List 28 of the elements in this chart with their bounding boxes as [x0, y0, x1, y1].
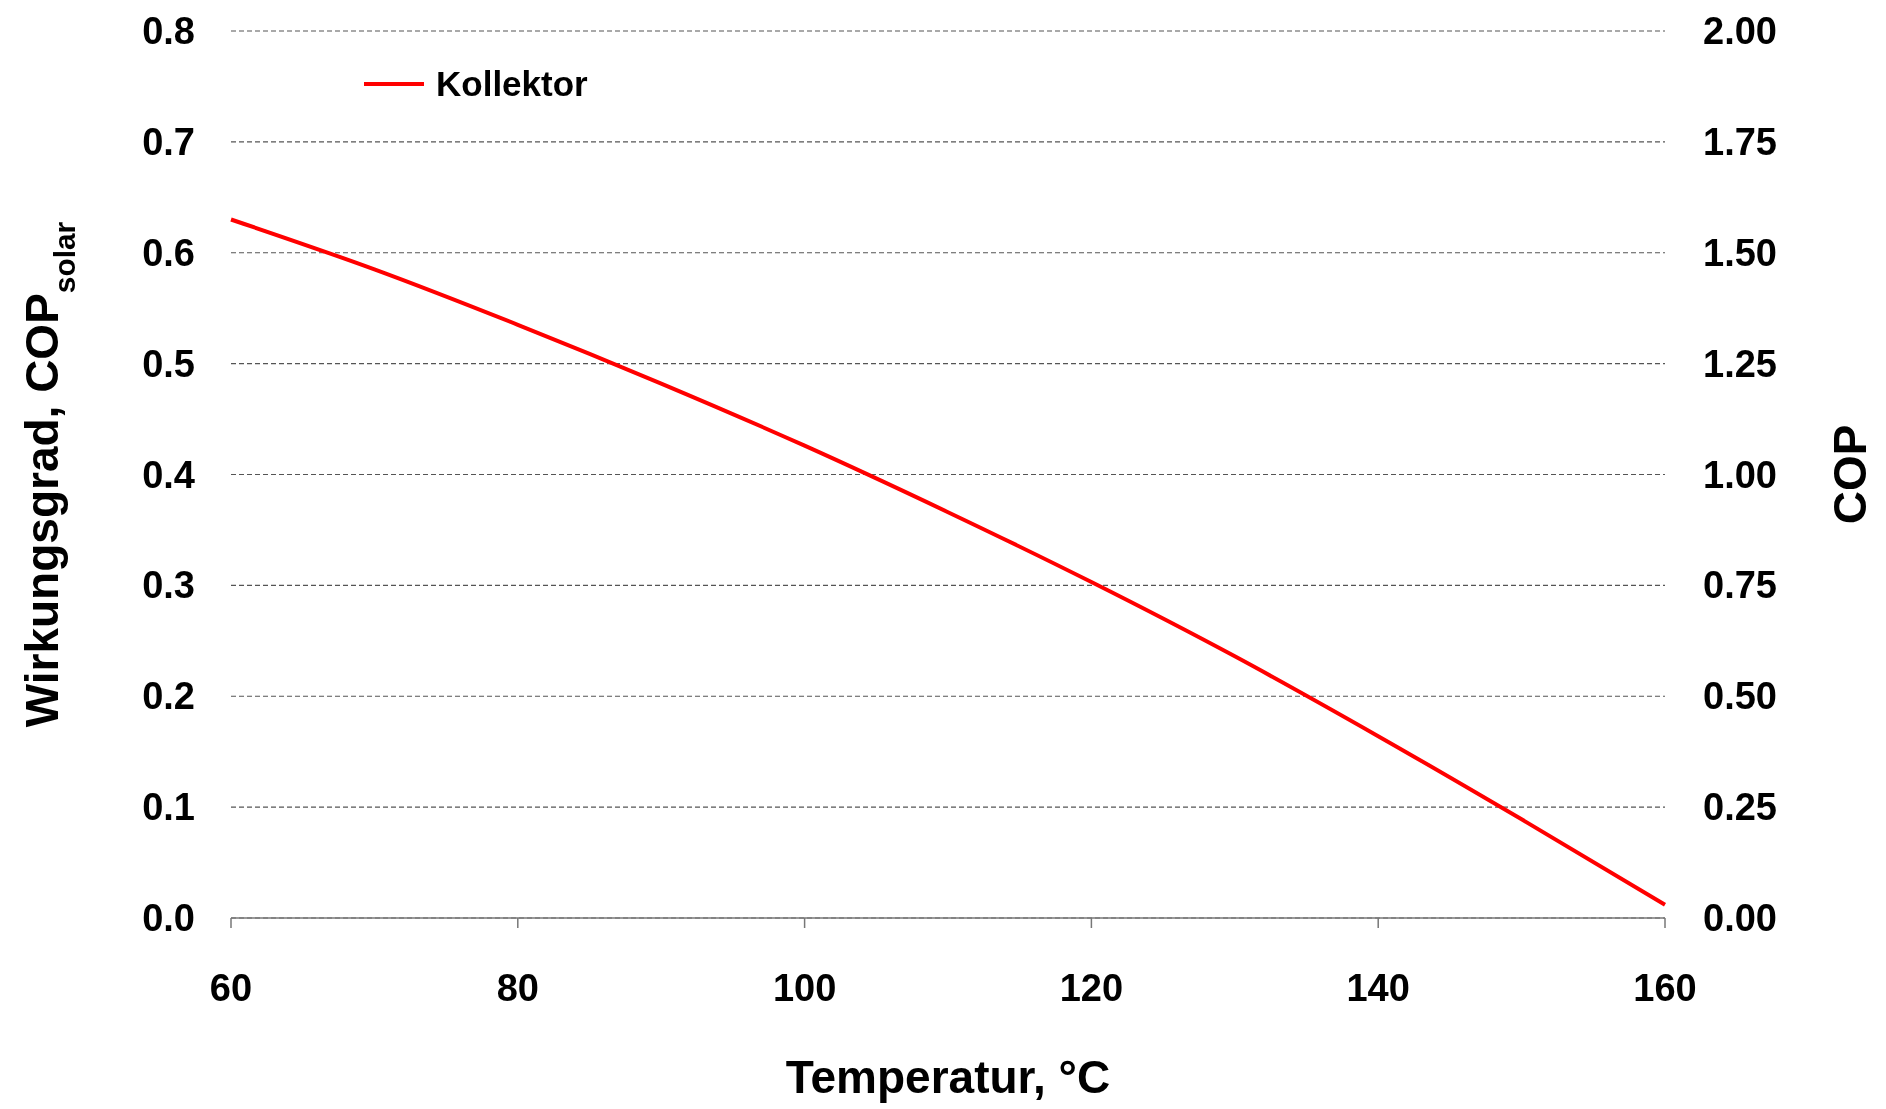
- y-tick-label: 0.4: [142, 453, 195, 496]
- x-tick-label: 100: [772, 967, 837, 1009]
- line-series: [229, 217, 1667, 907]
- y-tick-label: 0.7: [142, 120, 195, 163]
- y-tick-label: 0.8: [142, 10, 195, 52]
- y2-axis-title: COP: [1824, 424, 1876, 525]
- x-tick-label: 60: [209, 967, 253, 1009]
- y-tick-label: 0.0: [142, 897, 195, 939]
- y2-tick-label: 1.25: [1703, 342, 1777, 385]
- x-tick-label: 160: [1633, 967, 1697, 1009]
- y2-tick-label: 1.75: [1703, 120, 1777, 163]
- x-tick-label: 140: [1346, 967, 1410, 1009]
- y2-tick-label: 0.00: [1703, 897, 1777, 939]
- y-tick-label: 0.3: [142, 564, 195, 607]
- legend-label: Kollektor: [436, 64, 589, 103]
- y2-tick-label: 0.75: [1703, 564, 1777, 607]
- x-axis-title: Temperatur, °C: [785, 1051, 1111, 1103]
- y2-tick-label: 1.50: [1703, 231, 1777, 274]
- x-tick-label: 80: [496, 967, 539, 1009]
- y2-tick-label: 0.50: [1703, 675, 1777, 718]
- y2-tick-label: 2.00: [1703, 10, 1777, 52]
- y2-tick-label: 1.00: [1703, 453, 1777, 496]
- y-tick-label: 0.1: [142, 786, 195, 829]
- y2-tick-label: 0.25: [1703, 786, 1777, 829]
- y-tick-label: 0.2: [142, 675, 195, 718]
- x-tick-label: 120: [1059, 967, 1124, 1009]
- y-tick-label: 0.6: [142, 231, 195, 274]
- y-tick-label: 0.5: [142, 342, 195, 385]
